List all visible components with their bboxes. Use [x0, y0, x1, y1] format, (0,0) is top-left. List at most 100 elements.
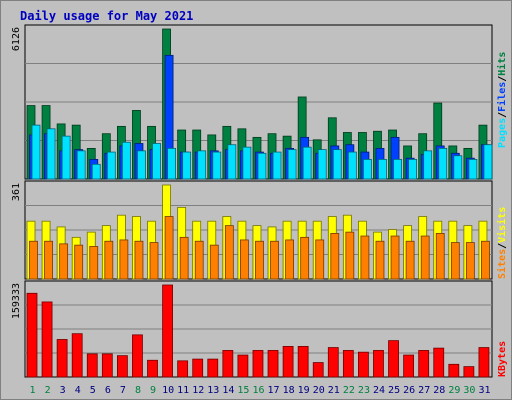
- legend-middle: Sites/Visits: [496, 207, 508, 279]
- bar-kbytes-8: [132, 334, 143, 378]
- bar-kbytes-4: [71, 333, 83, 378]
- x-tick-label-20: 20: [313, 385, 325, 396]
- bar-pages-3: [61, 135, 71, 180]
- bar-pages-28: [438, 147, 448, 180]
- x-tick-label-10: 10: [162, 385, 174, 396]
- panel-middle: 361 Sites/Visits: [11, 180, 508, 280]
- bar-sites-10: [164, 216, 174, 280]
- bar-kbytes-31: [478, 347, 490, 378]
- bar-sites-13: [209, 244, 219, 280]
- x-tick-label-30: 30: [463, 385, 475, 396]
- x-tick-label-6: 6: [105, 385, 111, 396]
- bar-pages-20: [317, 149, 327, 180]
- bar-kbytes-18: [282, 345, 294, 378]
- x-tick-label-13: 13: [207, 385, 219, 396]
- bar-sites-28: [435, 233, 445, 280]
- bar-sites-16: [255, 240, 264, 280]
- bar-sites-21: [330, 233, 340, 280]
- bar-pages-10: [167, 147, 176, 180]
- legend-separator: /: [497, 112, 508, 118]
- x-tick-label-28: 28: [433, 385, 445, 396]
- bar-pages-7: [121, 141, 131, 180]
- legend-separator: /: [497, 243, 508, 249]
- bar-sites-26: [405, 240, 415, 280]
- bar-pages-31: [483, 144, 493, 180]
- bar-sites-15: [239, 239, 249, 280]
- bar-sites-24: [375, 240, 385, 280]
- bar-kbytes-2: [41, 301, 53, 378]
- bar-pages-2: [46, 128, 56, 180]
- bar-sites-11: [179, 236, 189, 280]
- max-label-bottom: 159333: [11, 283, 22, 319]
- bar-kbytes-6: [101, 353, 113, 378]
- bar-kbytes-22: [342, 350, 354, 378]
- x-tick-label-25: 25: [388, 385, 400, 396]
- legend-item-kbytes: KBytes: [497, 341, 508, 377]
- x-tick-label-18: 18: [283, 385, 295, 396]
- bar-kbytes-30: [463, 366, 475, 378]
- bar-sites-6: [104, 240, 114, 280]
- bar-kbytes-17: [267, 350, 279, 378]
- bar-pages-13: [212, 151, 222, 180]
- x-tick-label-3: 3: [60, 385, 66, 396]
- bar-kbytes-12: [192, 358, 204, 378]
- bar-sites-22: [345, 231, 355, 280]
- bar-sites-27: [420, 235, 430, 280]
- bar-kbytes-5: [86, 353, 98, 378]
- x-tick-label-24: 24: [373, 385, 385, 396]
- bar-pages-12: [197, 150, 207, 180]
- bar-kbytes-26: [403, 354, 415, 378]
- x-tick-label-23: 23: [358, 385, 370, 396]
- bar-sites-25: [390, 235, 400, 280]
- bar-pages-19: [302, 146, 312, 180]
- bar-pages-4: [76, 150, 86, 180]
- bar-pages-23: [363, 159, 372, 180]
- bar-pages-17: [272, 151, 282, 180]
- legend-top: Pages/Files/Hits: [496, 52, 508, 148]
- x-tick-label-7: 7: [120, 385, 126, 396]
- x-tick-label-8: 8: [135, 385, 141, 396]
- bar-kbytes-1: [26, 292, 38, 378]
- bar-kbytes-21: [327, 347, 339, 378]
- bar-pages-26: [408, 159, 418, 180]
- bar-kbytes-19: [297, 345, 309, 378]
- bar-sites-29: [450, 242, 460, 280]
- bar-pages-30: [468, 159, 478, 180]
- panel-top: 6126 Pages/Files/Hits: [11, 24, 508, 180]
- bar-kbytes-9: [147, 359, 158, 378]
- legend-bottom: KBytes: [497, 341, 508, 377]
- x-tick-label-17: 17: [268, 385, 280, 396]
- x-tick-label-29: 29: [448, 385, 460, 396]
- legend-item-hits: Hits: [496, 52, 508, 76]
- x-tick-label-21: 21: [328, 385, 340, 396]
- bar-kbytes-24: [373, 350, 384, 378]
- max-label-top: 6126: [11, 27, 22, 51]
- bar-kbytes-7: [116, 355, 128, 378]
- bar-sites-12: [194, 240, 204, 280]
- legend-separator: /: [497, 76, 508, 82]
- bar-kbytes-25: [388, 340, 399, 378]
- bar-pages-27: [423, 150, 433, 180]
- bar-sites-3: [59, 243, 69, 280]
- bar-sites-5: [89, 246, 99, 280]
- bar-sites-4: [74, 244, 84, 280]
- bar-kbytes-10: [162, 284, 173, 378]
- bar-pages-25: [393, 159, 402, 180]
- bar-pages-14: [227, 144, 237, 180]
- legend-item-visits: Visits: [496, 207, 508, 243]
- legend-item-files: Files: [496, 82, 508, 112]
- bar-pages-16: [257, 152, 267, 180]
- bar-pages-18: [287, 149, 297, 180]
- bar-sites-1: [29, 240, 38, 280]
- bar-pages-11: [182, 151, 192, 180]
- bar-kbytes-11: [177, 360, 189, 378]
- x-tick-label-22: 22: [343, 385, 355, 396]
- bar-kbytes-14: [222, 350, 234, 378]
- x-tick-label-27: 27: [418, 385, 430, 396]
- bar-sites-23: [360, 235, 370, 280]
- x-tick-label-9: 9: [150, 385, 156, 396]
- bar-pages-6: [106, 151, 116, 180]
- bar-kbytes-23: [358, 351, 369, 378]
